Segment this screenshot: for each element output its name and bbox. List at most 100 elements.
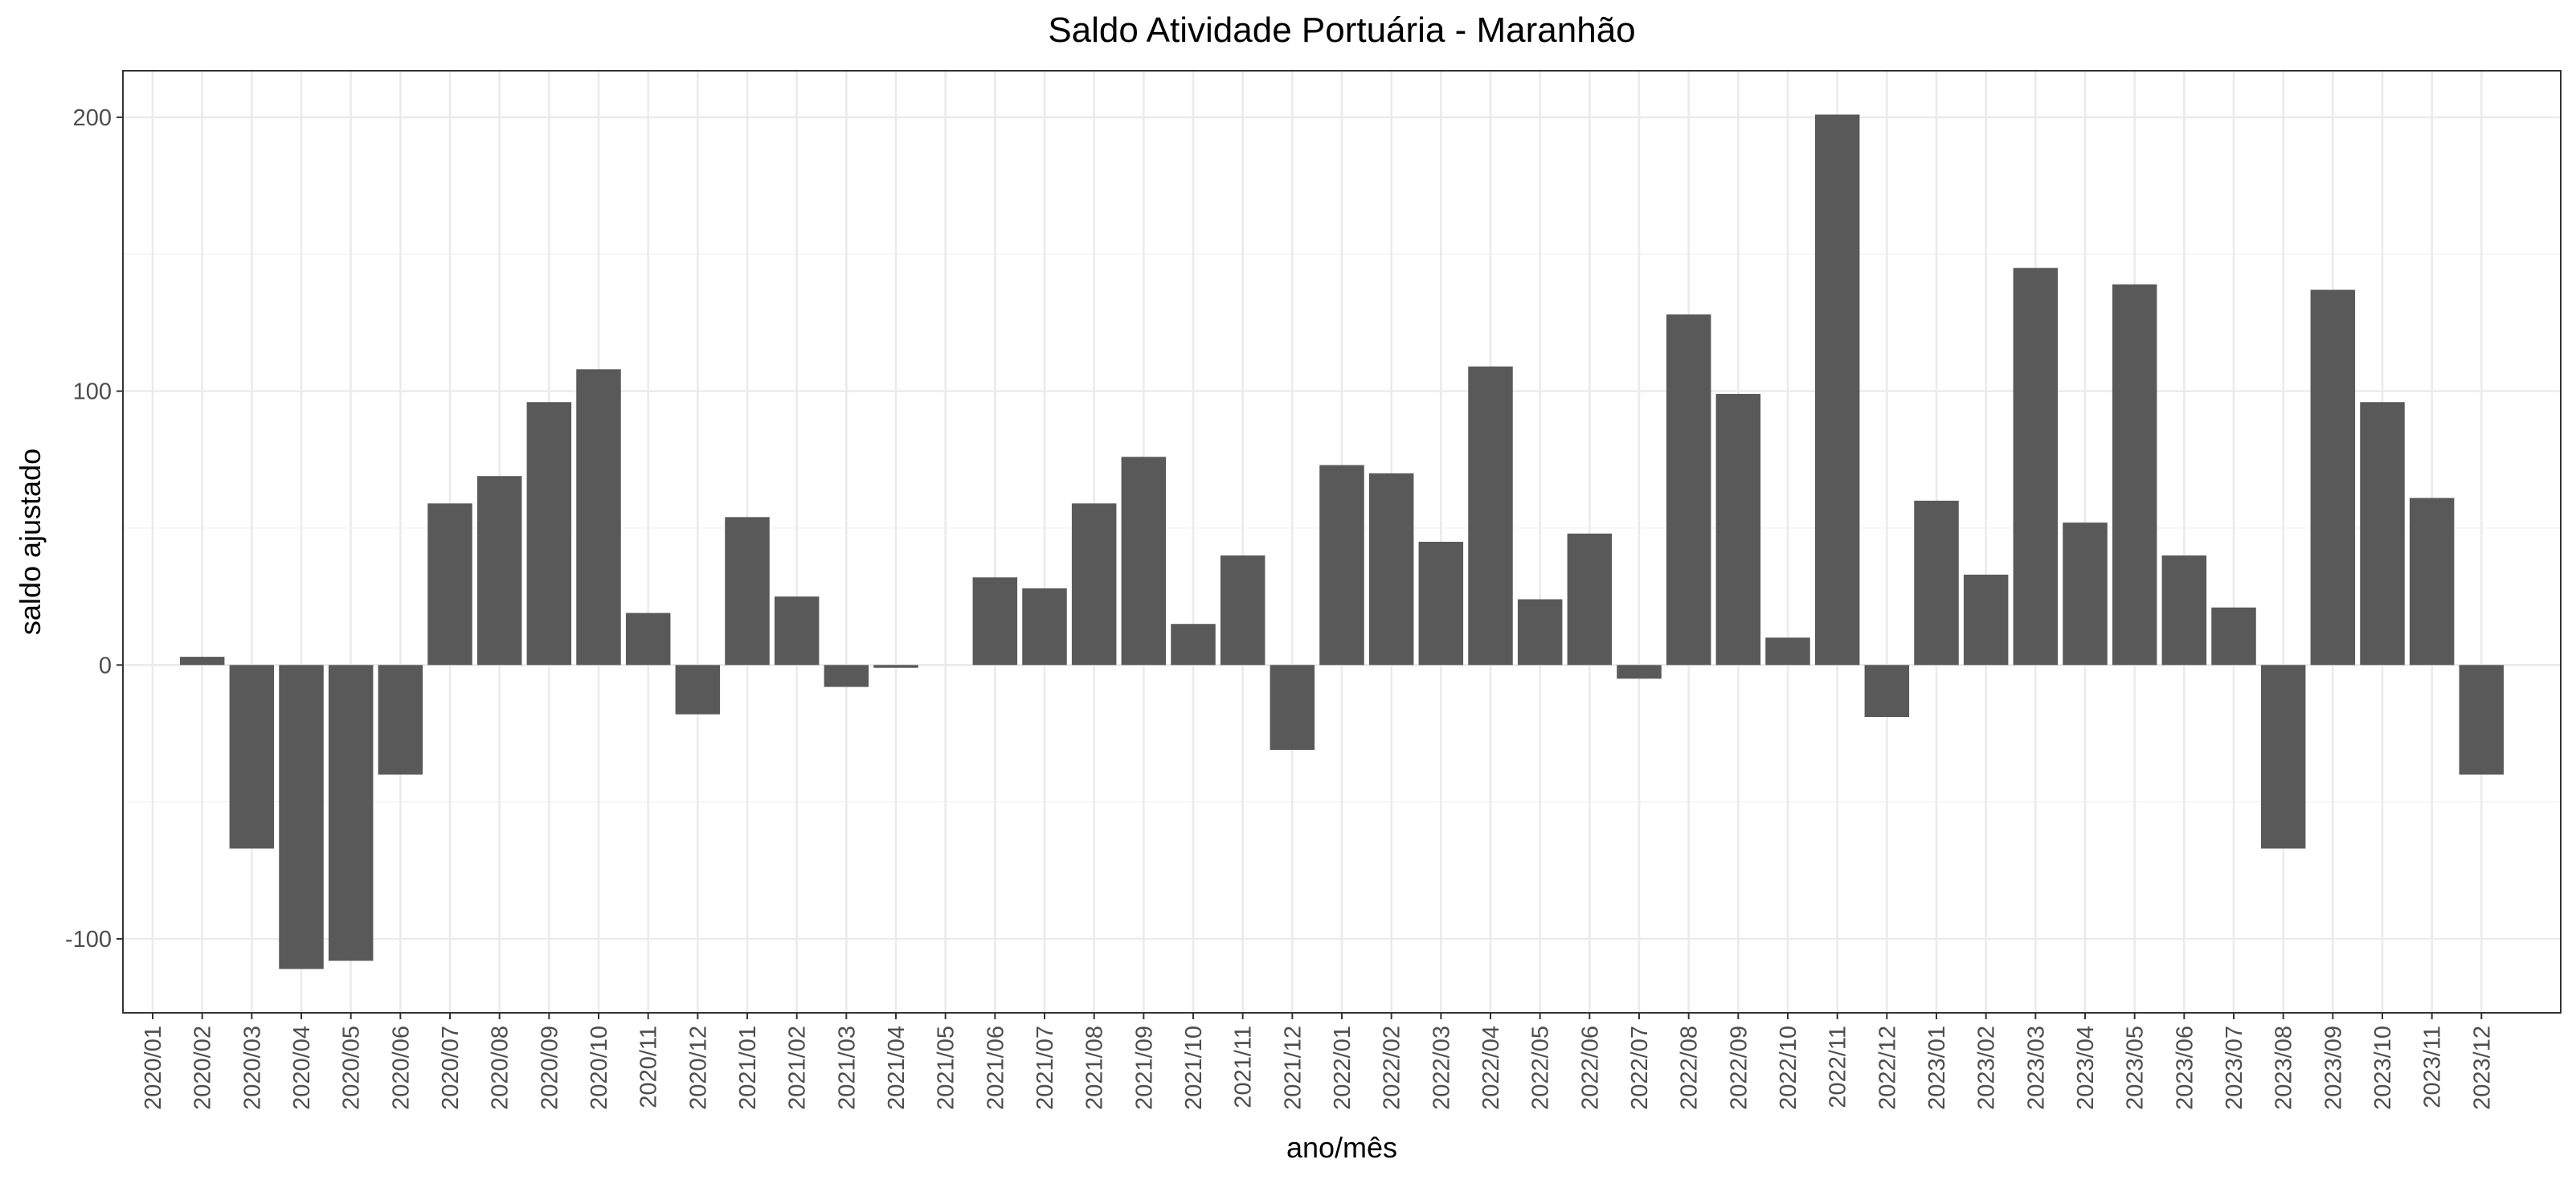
x-tick-label: 2021/10 [1181, 1026, 1207, 1110]
x-tick-label: 2020/03 [239, 1026, 265, 1110]
bar [1319, 465, 1364, 666]
bar [476, 476, 522, 666]
x-tick-label: 2023/05 [2123, 1026, 2149, 1110]
bar [2459, 665, 2504, 775]
x-tick-label: 2023/11 [2420, 1026, 2446, 1108]
x-tick-label: 2020/01 [141, 1026, 166, 1110]
x-tick-label: 2023/12 [2469, 1026, 2495, 1110]
bar [1270, 665, 1315, 750]
x-tick-label: 2020/08 [488, 1026, 513, 1110]
x-tick-label: 2020/07 [438, 1026, 464, 1110]
x-tick-label: 2022/12 [1875, 1026, 1900, 1110]
x-tick-label: 2023/03 [2023, 1026, 2049, 1110]
x-tick-label: 2022/06 [1577, 1026, 1603, 1110]
x-tick-label: 2022/04 [1478, 1026, 1504, 1110]
bar [1171, 624, 1216, 666]
bar [2310, 289, 2356, 666]
bar [1121, 457, 1167, 666]
bar [1963, 574, 2009, 666]
bar [279, 665, 324, 969]
bar [774, 596, 820, 666]
x-tick-label: 2023/07 [2222, 1026, 2247, 1110]
bar [2112, 284, 2157, 666]
x-tick-label: 2021/11 [1231, 1026, 1257, 1108]
x-tick-label: 2020/10 [587, 1026, 612, 1110]
x-axis: 2020/01 2020/02 2020/03 2020/04 2020/05 2020/… [141, 1013, 2495, 1110]
x-tick-label: 2021/05 [934, 1026, 959, 1110]
x-tick-label: 2021/07 [1032, 1026, 1058, 1110]
y-axis-title: saldo ajustado [14, 449, 47, 635]
x-tick-label: 2023/06 [2172, 1026, 2198, 1110]
x-tick-label: 2022/08 [1677, 1026, 1703, 1110]
x-tick-label: 2021/06 [983, 1026, 1008, 1110]
x-tick-label: 2020/02 [190, 1026, 216, 1110]
x-tick-label: 2022/09 [1726, 1026, 1752, 1110]
bar [1567, 533, 1613, 666]
bar [1220, 555, 1266, 666]
bar [1517, 599, 1563, 666]
bar [1617, 665, 1662, 679]
x-tick-label: 2022/02 [1380, 1026, 1405, 1110]
bar [2360, 402, 2405, 666]
bar [1715, 394, 1761, 666]
bar [229, 665, 275, 849]
x-tick-label: 2021/03 [834, 1026, 860, 1110]
x-tick-label: 2023/09 [2320, 1026, 2346, 1110]
bar [873, 665, 918, 668]
bar [1071, 503, 1117, 666]
x-tick-label: 2021/09 [1131, 1026, 1157, 1110]
y-tick-label: 200 [73, 105, 112, 131]
bar [179, 657, 225, 666]
x-tick-label: 2021/08 [1082, 1026, 1108, 1110]
x-tick-label: 2021/04 [884, 1026, 910, 1110]
bar [1368, 473, 1414, 666]
bar [625, 613, 671, 666]
x-tick-label: 2021/02 [785, 1026, 811, 1110]
x-tick-label: 2023/01 [1924, 1026, 1950, 1110]
grid-lines [123, 71, 2561, 1013]
y-tick-label: 0 [99, 653, 112, 678]
x-tick-label: 2022/01 [1330, 1026, 1355, 1110]
x-tick-label: 2020/11 [636, 1026, 662, 1108]
x-tick-label: 2020/04 [289, 1026, 315, 1110]
bar [1765, 637, 1810, 666]
bar [2161, 555, 2207, 666]
x-tick-label: 2020/12 [685, 1026, 711, 1110]
x-tick-label: 2022/03 [1429, 1026, 1454, 1110]
x-tick-label: 2021/12 [1280, 1026, 1306, 1110]
x-tick-label: 2020/09 [537, 1026, 562, 1110]
bar [2409, 498, 2455, 666]
x-tick-label: 2022/11 [1826, 1026, 1851, 1108]
bar [1666, 314, 1711, 666]
x-tick-label: 2020/06 [388, 1026, 414, 1110]
y-axis: -100 0 100 200 [65, 105, 123, 953]
bar [2260, 665, 2306, 849]
chart-title: Saldo Atividade Portuária - Maranhão [1048, 10, 1635, 50]
x-tick-label: 2023/04 [2073, 1026, 2099, 1110]
bar [972, 577, 1018, 666]
bar [1814, 114, 1860, 666]
bar [378, 665, 423, 775]
bar [675, 665, 721, 715]
bar [1022, 588, 1067, 666]
x-tick-label: 2022/07 [1627, 1026, 1653, 1110]
x-tick-label: 2022/10 [1776, 1026, 1801, 1110]
bar [1864, 665, 1910, 718]
x-tick-label: 2020/05 [339, 1026, 365, 1110]
bar [2013, 268, 2059, 666]
bar [427, 503, 472, 666]
bar [824, 665, 869, 687]
y-tick-label: 100 [73, 379, 112, 405]
x-tick-label: 2023/08 [2271, 1026, 2297, 1110]
bar [328, 665, 374, 961]
bars [179, 114, 2504, 969]
x-tick-label: 2021/01 [735, 1026, 761, 1110]
bar [576, 369, 621, 666]
x-tick-label: 2022/05 [1528, 1026, 1554, 1110]
bar [1418, 542, 1464, 666]
x-tick-label: 2023/10 [2370, 1026, 2396, 1110]
x-tick-label: 2023/02 [1974, 1026, 2000, 1110]
bar [2211, 607, 2256, 666]
